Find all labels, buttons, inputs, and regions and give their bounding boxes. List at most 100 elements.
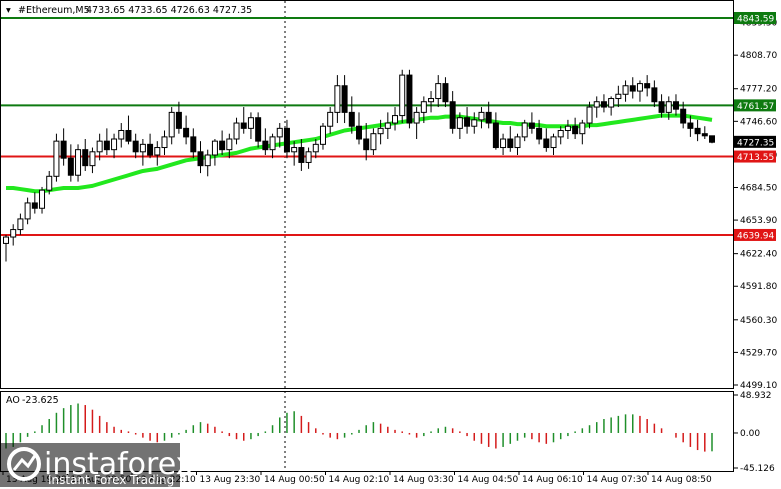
ao-value: -23.625 (22, 395, 59, 406)
candle-body (154, 147, 161, 156)
candle-body (644, 83, 651, 89)
candle-body (687, 122, 694, 129)
candle-body (211, 140, 218, 156)
candle-body (492, 122, 499, 149)
candle-body (680, 108, 687, 124)
level-tag-label: 4843.59 (737, 15, 774, 25)
candle-body (312, 143, 319, 153)
price-tick-label: 4560.30 (740, 316, 777, 326)
candle-body (348, 111, 355, 127)
candle-body (168, 111, 175, 138)
candle-body (132, 140, 139, 153)
candle-body (622, 85, 629, 95)
symbol-label: #Ethereum,M5 (18, 5, 90, 16)
candle-body (226, 138, 233, 151)
candle-body (24, 202, 31, 220)
candle-body (507, 138, 514, 149)
candle-body (356, 125, 362, 140)
ao-tick-label: -45.126 (740, 464, 775, 474)
candle-body (190, 136, 197, 153)
price-panel-frame (0, 0, 734, 389)
candle-body (543, 138, 550, 149)
candle-body (147, 143, 154, 156)
candle-body (672, 101, 679, 110)
ao-panel-frame (0, 391, 734, 472)
price-tick-label: 4499.10 (740, 381, 777, 391)
candle-body (82, 149, 89, 167)
candles (3, 69, 715, 262)
ao-tick-label: 48.932 (740, 391, 772, 401)
candle-body (586, 106, 593, 124)
price-tick-label: 4684.50 (740, 183, 777, 193)
logo-tagline: Instant Forex Trading (48, 473, 174, 487)
candle-body (370, 133, 377, 151)
candle-body (392, 115, 399, 124)
candle-body (60, 140, 67, 159)
candle-body (298, 147, 305, 163)
candle-body (485, 111, 492, 124)
candle-body (255, 117, 262, 142)
candle-body (514, 136, 521, 149)
ao-label: AO (6, 395, 20, 406)
time-tick-label: 13 Aug 23:30 (200, 475, 261, 485)
candle-body (377, 127, 384, 135)
candle-body (593, 101, 600, 108)
time-tick-label: 14 Aug 06:10 (522, 475, 583, 485)
candle-body (240, 122, 247, 129)
candle-body (89, 151, 96, 167)
price-tick-label: 4622.40 (740, 250, 777, 260)
candle-body (17, 218, 24, 231)
candle-body (125, 129, 132, 142)
logo-brand: instaforex (44, 447, 193, 482)
candle-body (219, 140, 226, 151)
time-tick-label: 14 Aug 08:50 (651, 475, 712, 485)
candle-body (204, 154, 211, 167)
level-tag (734, 150, 776, 163)
candle-body (139, 143, 146, 153)
candle-body (579, 122, 586, 135)
time-tick-label: 14 Aug 07:30 (587, 475, 648, 485)
ao-axis: 48.932 0.00 -45.126 (734, 391, 775, 474)
candle-body (572, 125, 579, 135)
time-tick-label: 14 Aug 04:50 (458, 475, 519, 485)
instaforex-logo: instaforex Instant Forex Trading (0, 443, 193, 487)
levels: 4843.59 4761.57 4713.55 4639.94 4727.35 (1, 12, 776, 241)
candle-body (305, 151, 312, 163)
candle-body (557, 129, 564, 138)
candle-body (161, 136, 168, 149)
candle-body (75, 149, 82, 176)
candle-body (111, 138, 118, 151)
candle-body (694, 127, 701, 135)
price-tick-label: 4777.20 (740, 85, 777, 95)
candle-body (442, 83, 449, 103)
candle-body (276, 127, 283, 138)
price-tick-label: 4653.90 (740, 216, 777, 226)
candle-body (550, 136, 557, 149)
candle-body (464, 117, 471, 127)
candle-body (247, 117, 254, 129)
level-tag-label: 4761.57 (737, 102, 774, 112)
candle-body (363, 138, 370, 151)
candle-body (197, 151, 204, 167)
candle-body (46, 175, 53, 191)
ohlc-label: 4733.65 4733.65 4726.63 4727.35 (86, 5, 252, 16)
level-tag (734, 228, 776, 241)
candle-body (96, 140, 103, 153)
candle-body (615, 93, 622, 100)
price-tick-label: 4808.70 (740, 51, 777, 61)
symbol-icon: ▾ (6, 5, 11, 16)
candle-body (428, 98, 435, 103)
time-tick-label: 14 Aug 02:10 (329, 475, 390, 485)
ao-histogram (5, 403, 713, 452)
candle-body (10, 229, 17, 238)
candle-body (701, 133, 708, 137)
candle-body (478, 111, 485, 121)
candle-body (608, 98, 615, 108)
level-tag-label: 4639.94 (737, 231, 774, 241)
candle-body (413, 111, 420, 124)
candle-body (500, 138, 507, 149)
level-tag (734, 12, 776, 24)
candle-body (233, 122, 240, 140)
